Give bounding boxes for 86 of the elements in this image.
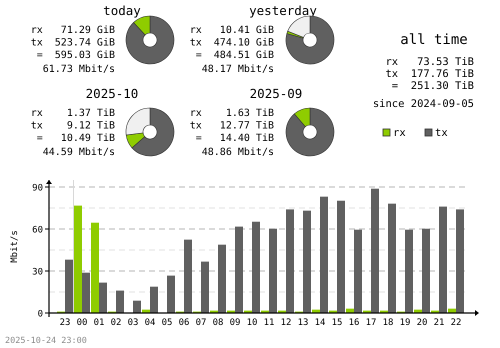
x-tick-label: 20	[416, 318, 428, 328]
x-tick-label: 11	[264, 318, 274, 328]
bar	[303, 210, 311, 313]
x-tick-label: 19	[400, 318, 410, 328]
bar	[133, 300, 141, 313]
text: 48.86 Mbit/s	[202, 147, 274, 158]
text: = 10.49 TiB	[30, 133, 115, 144]
bar	[167, 276, 175, 313]
bar	[269, 228, 277, 313]
donut-slice	[286, 108, 334, 156]
text: = 484.51 GiB	[190, 50, 274, 61]
x-tick-label: 14	[314, 318, 326, 328]
x-tick-label: 09	[230, 318, 240, 328]
bar	[74, 206, 82, 313]
bar	[235, 226, 243, 313]
y-axis-title: Mbit/s	[10, 230, 20, 263]
x-tick-label: 22	[450, 318, 462, 328]
text: rx 1.37 TiB	[30, 108, 115, 119]
y-tick-label: 0	[38, 310, 43, 320]
bar	[91, 222, 99, 313]
text: = 14.40 TiB	[190, 133, 274, 144]
bar	[448, 308, 456, 313]
y-tick-label: 90	[32, 184, 43, 194]
x-tick-label: 07	[196, 318, 206, 328]
bar	[422, 228, 430, 313]
bar	[439, 206, 447, 313]
text: tx 474.10 GiB	[190, 38, 274, 48]
bar	[201, 262, 209, 313]
x-tick-label: 08	[212, 318, 224, 328]
chart-title: yesterday	[249, 3, 318, 18]
text: tx 12.77 TiB	[190, 120, 274, 132]
text: tx 9.12 TiB	[30, 120, 115, 132]
x-tick-label: 15	[332, 318, 342, 328]
legend-label: rx	[393, 127, 406, 139]
chart-title: 2025-09	[250, 86, 302, 101]
x-tick-label: 04	[144, 318, 156, 328]
bar	[346, 308, 354, 313]
y-tick-label: 60	[32, 226, 43, 236]
text: since 2024-09-05	[372, 98, 474, 110]
x-tick-label: 18	[382, 318, 394, 328]
text: 61.73 Mbit/s	[42, 64, 115, 75]
bar	[65, 260, 73, 313]
x-tick-label: 06	[178, 318, 190, 328]
text: = 251.30 TiB	[385, 80, 474, 92]
text: rx 71.29 GiB	[30, 25, 115, 36]
legend-label: tx	[435, 127, 448, 139]
x-tick-label: 13	[298, 318, 308, 328]
text: tx 177.76 TiB	[385, 68, 474, 80]
chart-title: today	[103, 3, 142, 18]
text: tx 523.74 GiB	[30, 38, 115, 48]
x-tick-label: 10	[246, 318, 258, 328]
x-tick-label: 17	[366, 318, 376, 328]
bar	[320, 196, 328, 313]
x-tick-label: 01	[94, 318, 104, 328]
bar	[82, 272, 90, 313]
text: all time	[400, 32, 468, 48]
x-tick-label: 02	[110, 318, 122, 328]
text: = 595.03 GiB	[30, 50, 115, 61]
bar	[354, 230, 362, 313]
x-tick-label: 05	[162, 318, 172, 328]
text: rx 73.53 TiB	[385, 56, 474, 68]
text: rx 10.41 GiB	[190, 25, 274, 36]
bar	[456, 209, 464, 313]
chart-title: 2025-10	[86, 86, 138, 101]
x-tick-label: 00	[76, 318, 88, 328]
text: rx 1.63 TiB	[190, 108, 274, 119]
bar	[337, 200, 345, 313]
bar	[218, 244, 226, 313]
bar	[116, 290, 124, 313]
text: 44.59 Mbit/s	[42, 147, 115, 158]
text: 2025-10-24 23:00	[5, 336, 87, 346]
x-tick-label: 03	[128, 318, 138, 328]
bar	[99, 282, 107, 313]
text: 48.17 Mbit/s	[202, 64, 274, 75]
y-tick-label: 30	[32, 268, 43, 278]
bar	[184, 240, 192, 313]
bar	[388, 204, 396, 313]
bar	[286, 209, 294, 313]
bar	[150, 286, 158, 313]
bar	[405, 230, 413, 313]
x-tick-label: 21	[434, 318, 444, 328]
bar	[371, 188, 379, 313]
x-tick-label: 23	[60, 318, 70, 328]
x-tick-label: 12	[280, 318, 292, 328]
x-tick-label: 16	[348, 318, 360, 328]
bar	[252, 222, 260, 313]
